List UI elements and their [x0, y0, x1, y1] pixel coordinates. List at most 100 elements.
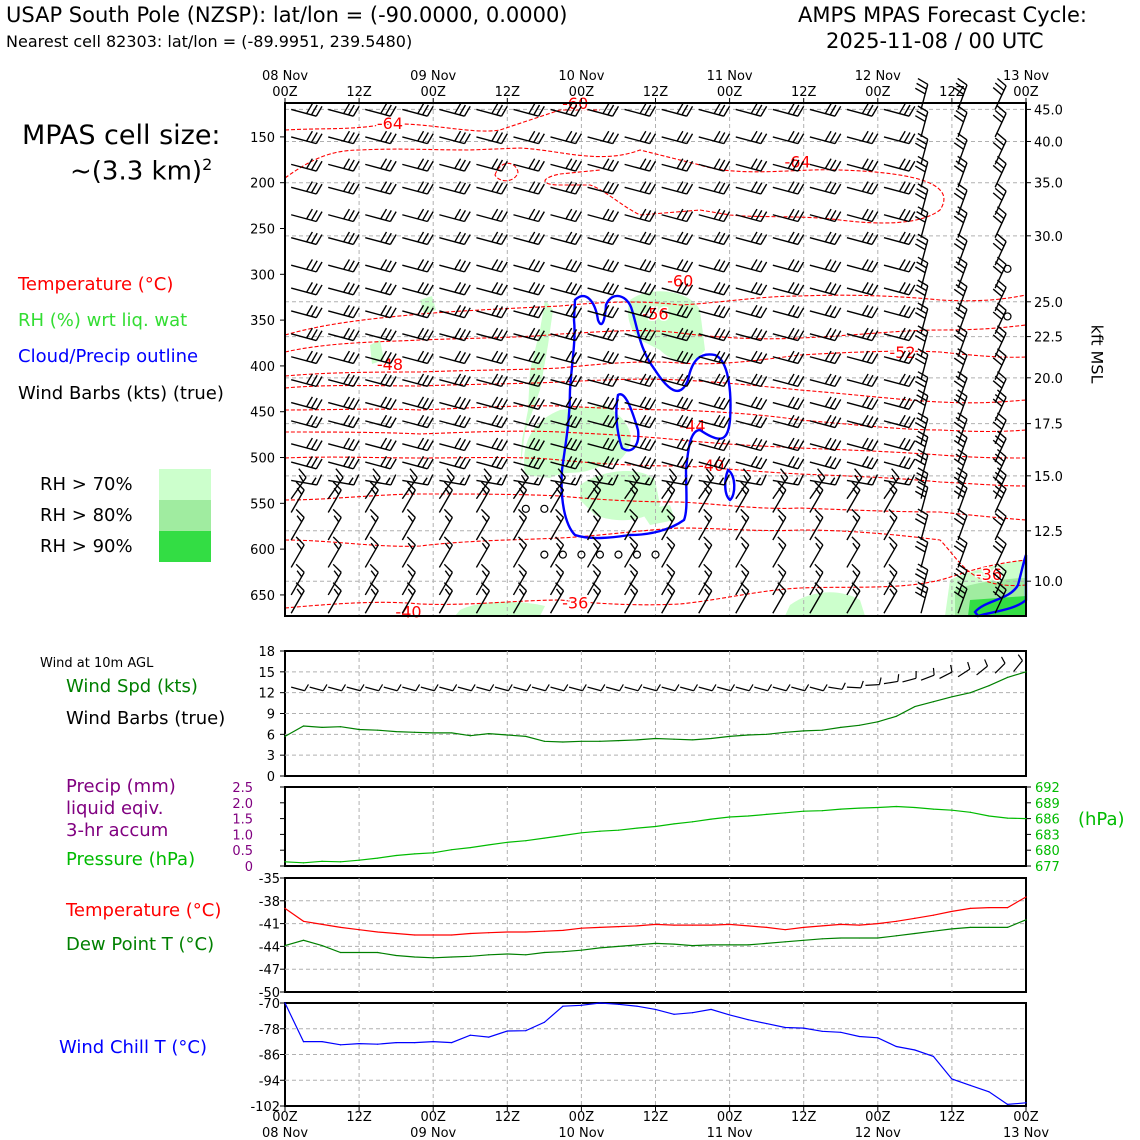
calm-wind-0 — [521, 504, 530, 513]
wind-barb-9-9 — [624, 327, 657, 342]
wind-barb-18-12 — [735, 481, 750, 513]
wind-barb-14-18 — [953, 412, 968, 445]
sfc-wind-barb-6 — [402, 684, 421, 692]
bottom-date-label-2: 09 Nov — [410, 1126, 456, 1140]
wind-barb-12-12 — [735, 396, 768, 410]
top-time-label-10: 00Z — [1013, 85, 1039, 100]
sfc-wind-barb-37 — [976, 659, 989, 676]
sfc-wind-barb-11 — [494, 684, 513, 692]
pressure-line-pt-24 — [729, 816, 731, 818]
temp-label-7: -44 — [679, 416, 705, 435]
wind-barb-11-5 — [476, 373, 508, 388]
wind-barb-6-2 — [365, 259, 397, 273]
windchill-line-pt-25 — [747, 1019, 749, 1021]
wind-barb-3-19 — [992, 155, 1007, 188]
wind-barb-8-5 — [476, 304, 508, 319]
temp-contour-0 — [284, 109, 600, 132]
wind-barb-22-14 — [809, 582, 824, 614]
wind-barb-7-10 — [661, 281, 694, 296]
pressure-line-pt-18 — [617, 829, 620, 831]
wind-speed-line-pt-22 — [691, 739, 694, 741]
dewpoint-line-pt-22 — [691, 945, 694, 947]
sfc-wind-barb-16 — [587, 684, 606, 692]
wind-barb-12-13 — [772, 396, 805, 410]
wind-barb-0-2 — [365, 103, 397, 117]
wind-barb-14-17 — [914, 412, 929, 444]
wind-barb-5-17 — [914, 206, 929, 238]
calm-wind-8 — [651, 550, 660, 559]
wind-barb-21-13 — [772, 563, 787, 596]
wind-barb-10-1 — [328, 350, 360, 365]
wind-barb-3-9 — [624, 181, 657, 195]
wind-barb-3-3 — [402, 181, 434, 195]
temperature-line-pt-35 — [932, 914, 934, 916]
wind-barb-5-1 — [328, 231, 360, 246]
wind-barb-5-4 — [439, 231, 471, 246]
wind-barb-4-9 — [624, 208, 657, 223]
wind-barb-13-13 — [772, 414, 805, 429]
sfc-wind-barb-14 — [550, 684, 569, 692]
pressure-label: Pressure (hPa) — [66, 849, 196, 870]
pressure-tick-label-4: 350 — [250, 314, 275, 329]
wind-barb-19-16 — [883, 508, 898, 541]
wind-barb-4-11 — [698, 208, 731, 223]
pressure-tick-label-5: 400 — [250, 360, 275, 375]
wind-barb-22-11 — [698, 582, 713, 614]
wind-barb-14-3 — [402, 437, 434, 452]
top-date-label-2: 09 Nov — [410, 69, 456, 84]
wind-barb-13-2 — [365, 414, 397, 429]
dewpoint-line — [284, 919, 1027, 959]
wind-barb-15-16 — [883, 456, 916, 470]
pressure-tick-label-0: 150 — [250, 131, 275, 146]
wind-barb-14-8 — [587, 437, 620, 452]
wind-barb-11-10 — [661, 373, 694, 388]
wind-barb-6-15 — [846, 259, 879, 273]
wind-barb-13-17 — [914, 389, 929, 422]
pressure-line-pt-40 — [1025, 818, 1027, 820]
wind-barb-11-19 — [992, 348, 1007, 380]
wind-barb-14-11 — [698, 437, 731, 452]
wind-barb-19-2 — [364, 508, 379, 541]
temp-label: Temperature (°C) — [66, 900, 222, 921]
wind-barb-19-5 — [475, 508, 491, 541]
wind-barb-18-19 — [992, 481, 1007, 513]
wind-barb-7-15 — [846, 281, 879, 296]
wind-barb-10-17 — [914, 325, 929, 357]
wind-barb-4-6 — [513, 208, 545, 223]
wind-barb-2-8 — [587, 158, 620, 172]
wind-barb-5-0 — [290, 231, 323, 246]
precip-tick-label-5: 2.5 — [232, 781, 253, 796]
wind-barb-5-13 — [772, 231, 805, 246]
wind-speed-line-pt-35 — [932, 701, 934, 703]
wind-barb-1-12 — [735, 130, 768, 145]
wind-barb-15-10 — [661, 456, 694, 470]
wind-barb-22-2 — [364, 582, 379, 614]
temp-label-10: -36 — [562, 593, 588, 612]
wind-barb-8-2 — [365, 304, 397, 319]
pressure-line-pt-36 — [951, 809, 953, 811]
sfc-wind-barb-39 — [1013, 654, 1023, 672]
wind-barb-0-13 — [772, 103, 805, 117]
wind-barb-22-8 — [586, 582, 602, 614]
dewpoint-line-pt-27 — [784, 941, 786, 943]
sfc-wind-barb-23 — [717, 684, 736, 692]
wind-barb-19-19 — [992, 508, 1007, 541]
wind-barb-1-7 — [550, 130, 582, 145]
wind-barb-15-14 — [809, 456, 842, 470]
temperature-line-pt-40 — [1025, 896, 1027, 898]
wind-barb-8-10 — [661, 304, 694, 319]
temp-contour-1 — [284, 147, 945, 224]
wind-barb-12-6 — [513, 396, 545, 410]
wind-barb-15-13 — [772, 456, 805, 470]
wind-barb-2-4 — [439, 158, 471, 172]
temp-contour-closed — [494, 162, 519, 182]
temp-contour-10 — [284, 527, 1027, 587]
windchill-line-pt-33 — [895, 1045, 897, 1048]
wind-barb-4-19 — [992, 183, 1007, 216]
dewpoint-line-pt-20 — [654, 942, 657, 944]
sfc-wind-barb-20 — [661, 684, 680, 692]
wind-barb-11-8 — [587, 373, 620, 388]
wind-barb-5-11 — [698, 231, 731, 246]
top-time-label-4: 00Z — [569, 85, 595, 100]
wind-barb-8-6 — [513, 304, 545, 319]
